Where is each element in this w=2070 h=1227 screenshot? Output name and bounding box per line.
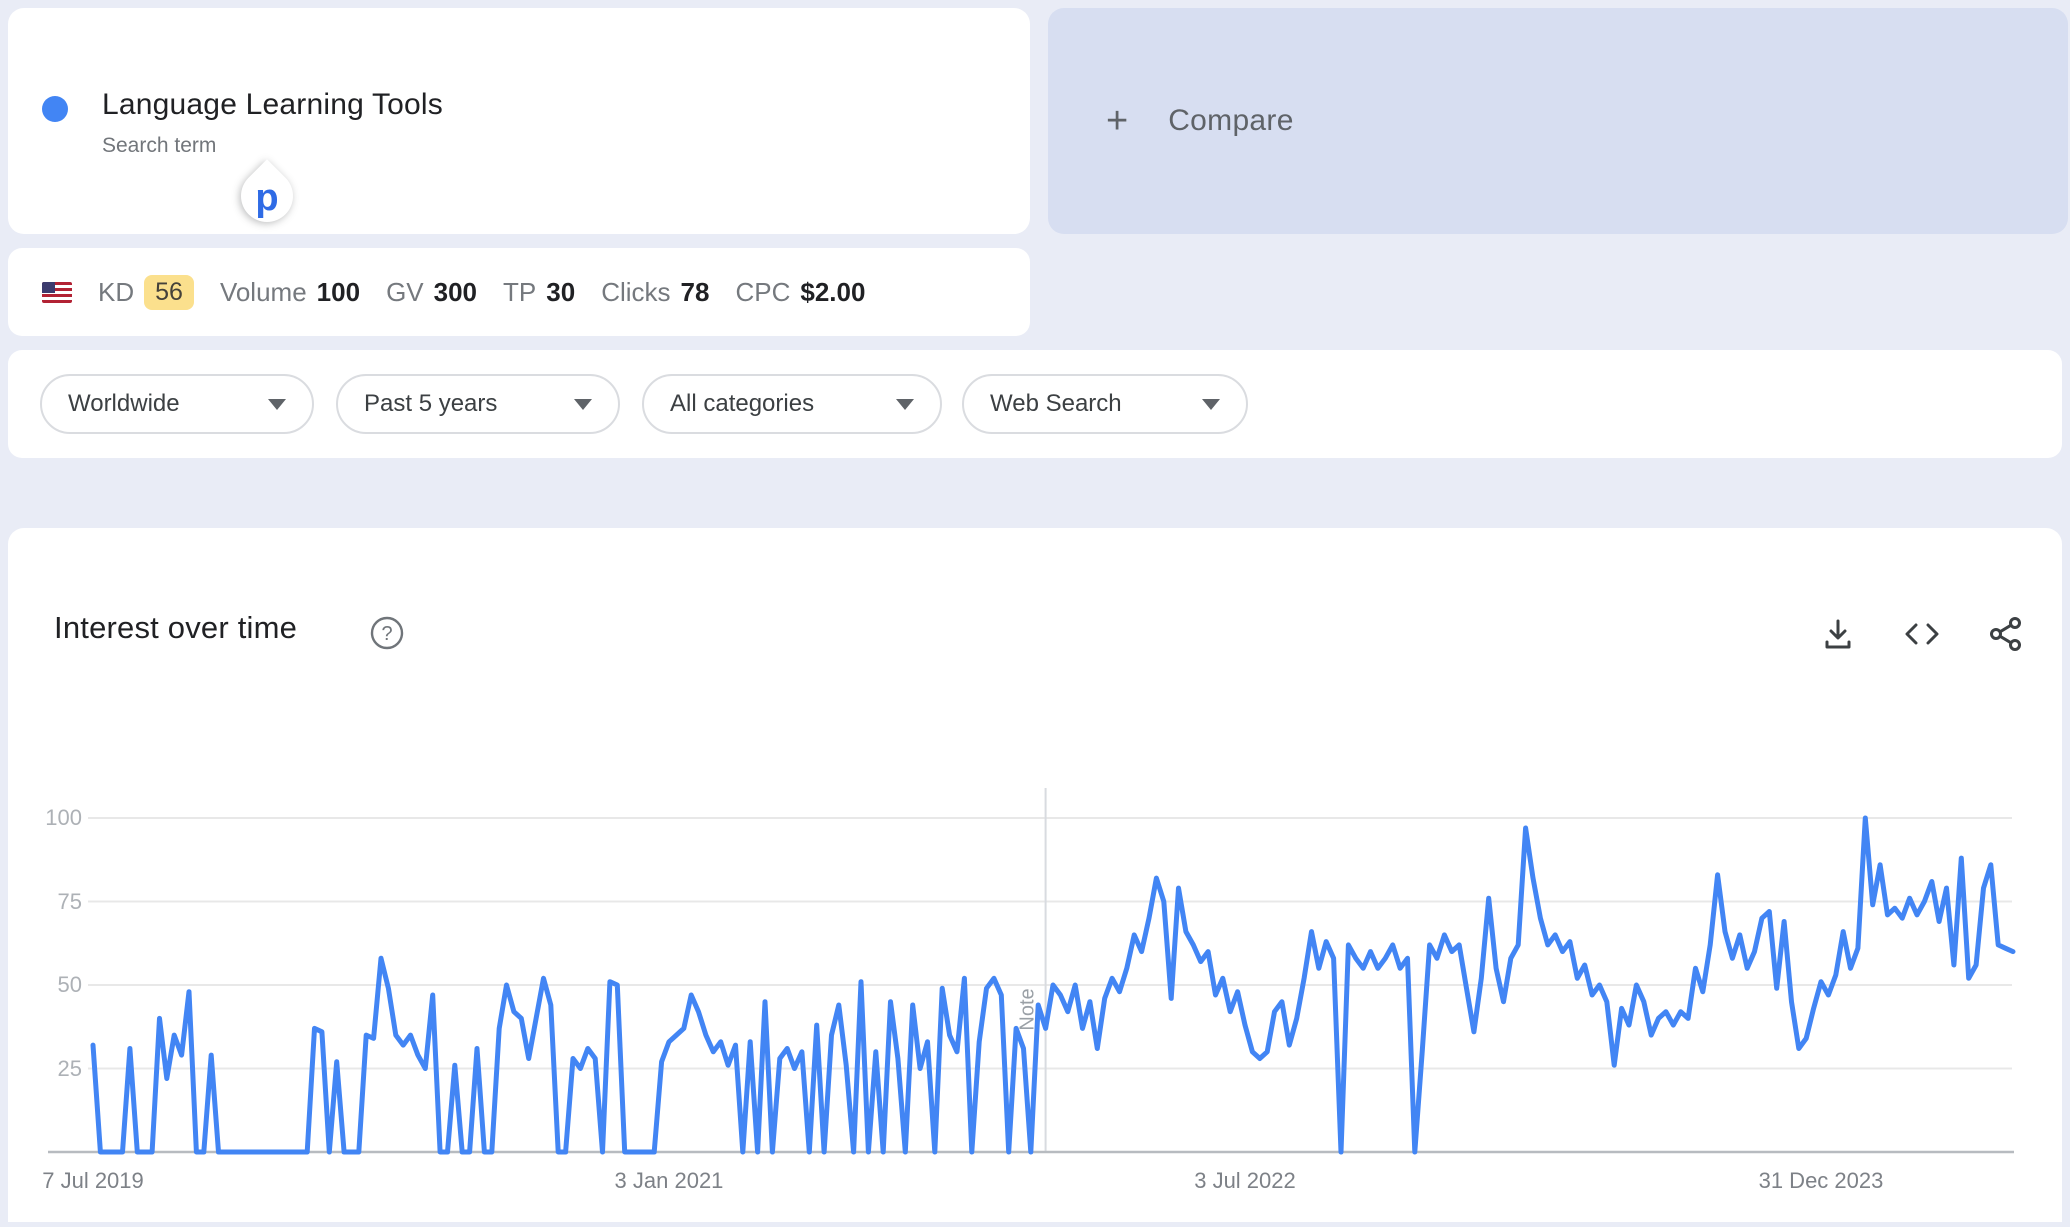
term-color-dot xyxy=(42,96,68,122)
x-axis-tick: 3 Jul 2022 xyxy=(1194,1168,1296,1193)
search-term-card[interactable]: Language Learning Tools Search term p xyxy=(8,8,1030,234)
metric-label: KD xyxy=(98,276,135,307)
filter-category-label: All categories xyxy=(670,390,815,417)
metric-value: 300 xyxy=(433,276,478,307)
pointer-cursor-icon: p xyxy=(230,159,304,233)
metric-gv: GV 300 xyxy=(386,277,477,308)
y-axis-tick: 75 xyxy=(57,888,82,914)
metric-clicks: Clicks 78 xyxy=(601,277,709,308)
metric-label: Clicks xyxy=(601,276,671,307)
filter-searchtype-dropdown[interactable]: Web Search xyxy=(962,374,1248,434)
trend-line-chart xyxy=(48,788,2016,1155)
note-annotation[interactable]: Note xyxy=(1016,988,1039,1031)
chevron-down-icon xyxy=(574,398,592,410)
search-term-type-label: Search term xyxy=(102,134,217,157)
chart-title: Interest over time xyxy=(54,610,298,645)
chart-actions xyxy=(1816,612,2028,656)
us-flag-icon xyxy=(42,281,72,303)
filter-region-label: Worldwide xyxy=(68,390,180,417)
plus-icon: + xyxy=(1106,100,1129,142)
metric-kd: KD 56 xyxy=(98,274,194,310)
x-axis-tick: 31 Dec 2023 xyxy=(1758,1168,1884,1193)
metric-label: CPC xyxy=(735,276,791,307)
filter-timerange-label: Past 5 years xyxy=(364,390,498,417)
download-icon[interactable] xyxy=(1816,612,1860,656)
filters-bar: Worldwide Past 5 years All categories We… xyxy=(8,350,2062,458)
filter-category-dropdown[interactable]: All categories xyxy=(642,374,942,434)
keyword-stats-bar: KD 56 Volume 100 GV 300 TP 30 Clicks 78 … xyxy=(8,248,1030,336)
metric-tp: TP 30 xyxy=(503,277,575,308)
kd-badge: 56 xyxy=(144,274,194,310)
metric-value: 78 xyxy=(680,276,710,307)
chevron-down-icon xyxy=(1202,398,1220,410)
metric-label: GV xyxy=(386,276,424,307)
metric-value: 30 xyxy=(546,276,576,307)
chevron-down-icon xyxy=(896,398,914,410)
metric-label: TP xyxy=(503,276,537,307)
help-icon[interactable]: ? xyxy=(368,614,406,652)
interest-over-time-card: Interest over time ? xyxy=(8,528,2062,1222)
filter-searchtype-label: Web Search xyxy=(990,390,1122,417)
interest-over-time-chart: 100 75 50 25 7 Jul 2019 3 Jan 2021 3 Jul… xyxy=(8,780,2062,1222)
metric-label: Volume xyxy=(219,276,307,307)
chevron-down-icon xyxy=(268,398,286,410)
filter-region-dropdown[interactable]: Worldwide xyxy=(40,374,314,434)
y-axis-tick: 50 xyxy=(57,972,82,997)
y-axis-tick: 100 xyxy=(45,805,82,830)
embed-code-icon[interactable] xyxy=(1900,612,1944,656)
search-term-title: Language Learning Tools xyxy=(102,88,444,121)
share-icon[interactable] xyxy=(1984,612,2028,656)
compare-button[interactable]: + Compare xyxy=(1048,8,2068,234)
metric-value: $2.00 xyxy=(800,276,866,307)
y-axis-tick: 25 xyxy=(57,1055,82,1081)
compare-label: Compare xyxy=(1168,104,1294,137)
svg-text:?: ? xyxy=(381,623,392,645)
cursor-pin-logo: p xyxy=(255,176,279,219)
metric-value: 100 xyxy=(316,276,361,307)
filter-timerange-dropdown[interactable]: Past 5 years xyxy=(336,374,620,434)
metric-volume: Volume 100 xyxy=(220,277,360,308)
stats-row: KD 56 Volume 100 GV 300 TP 30 Clicks 78 … xyxy=(42,274,865,310)
x-axis-tick: 3 Jan 2021 xyxy=(614,1168,724,1193)
x-axis-tick: 7 Jul 2019 xyxy=(42,1168,144,1193)
metric-cpc: CPC $2.00 xyxy=(735,277,865,308)
